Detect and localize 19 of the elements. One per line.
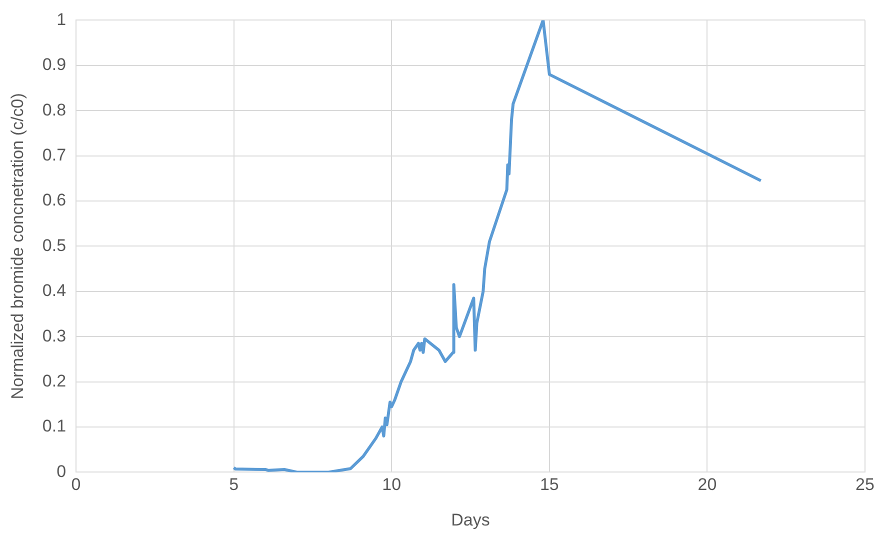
x-tick-label: 10 (382, 475, 402, 494)
x-tick-label: 15 (540, 475, 559, 494)
x-axis-title: Days (451, 510, 490, 530)
y-tick-label: 0.3 (42, 326, 66, 346)
y-tick-label: 0.6 (42, 190, 66, 210)
y-tick-label: 0.2 (42, 371, 66, 390)
y-tick-label: 0.4 (42, 281, 66, 300)
y-tick-label: 0.5 (42, 236, 66, 255)
x-tick-label: 25 (856, 475, 874, 494)
y-tick-label: 1 (56, 10, 66, 29)
y-tick-label: 0.1 (42, 416, 66, 436)
y-tick-label: 0.9 (42, 55, 66, 74)
x-tick-label: 20 (698, 475, 717, 494)
y-tick-label: 0.7 (42, 145, 66, 164)
y-axis-title: Normalized bromide concnetration (c/c0) (8, 93, 27, 400)
y-tick-label: 0.8 (42, 100, 66, 120)
x-tick-label: 5 (229, 475, 239, 494)
x-tick-label: 0 (71, 475, 81, 494)
y-tick-label: 0 (56, 462, 66, 481)
